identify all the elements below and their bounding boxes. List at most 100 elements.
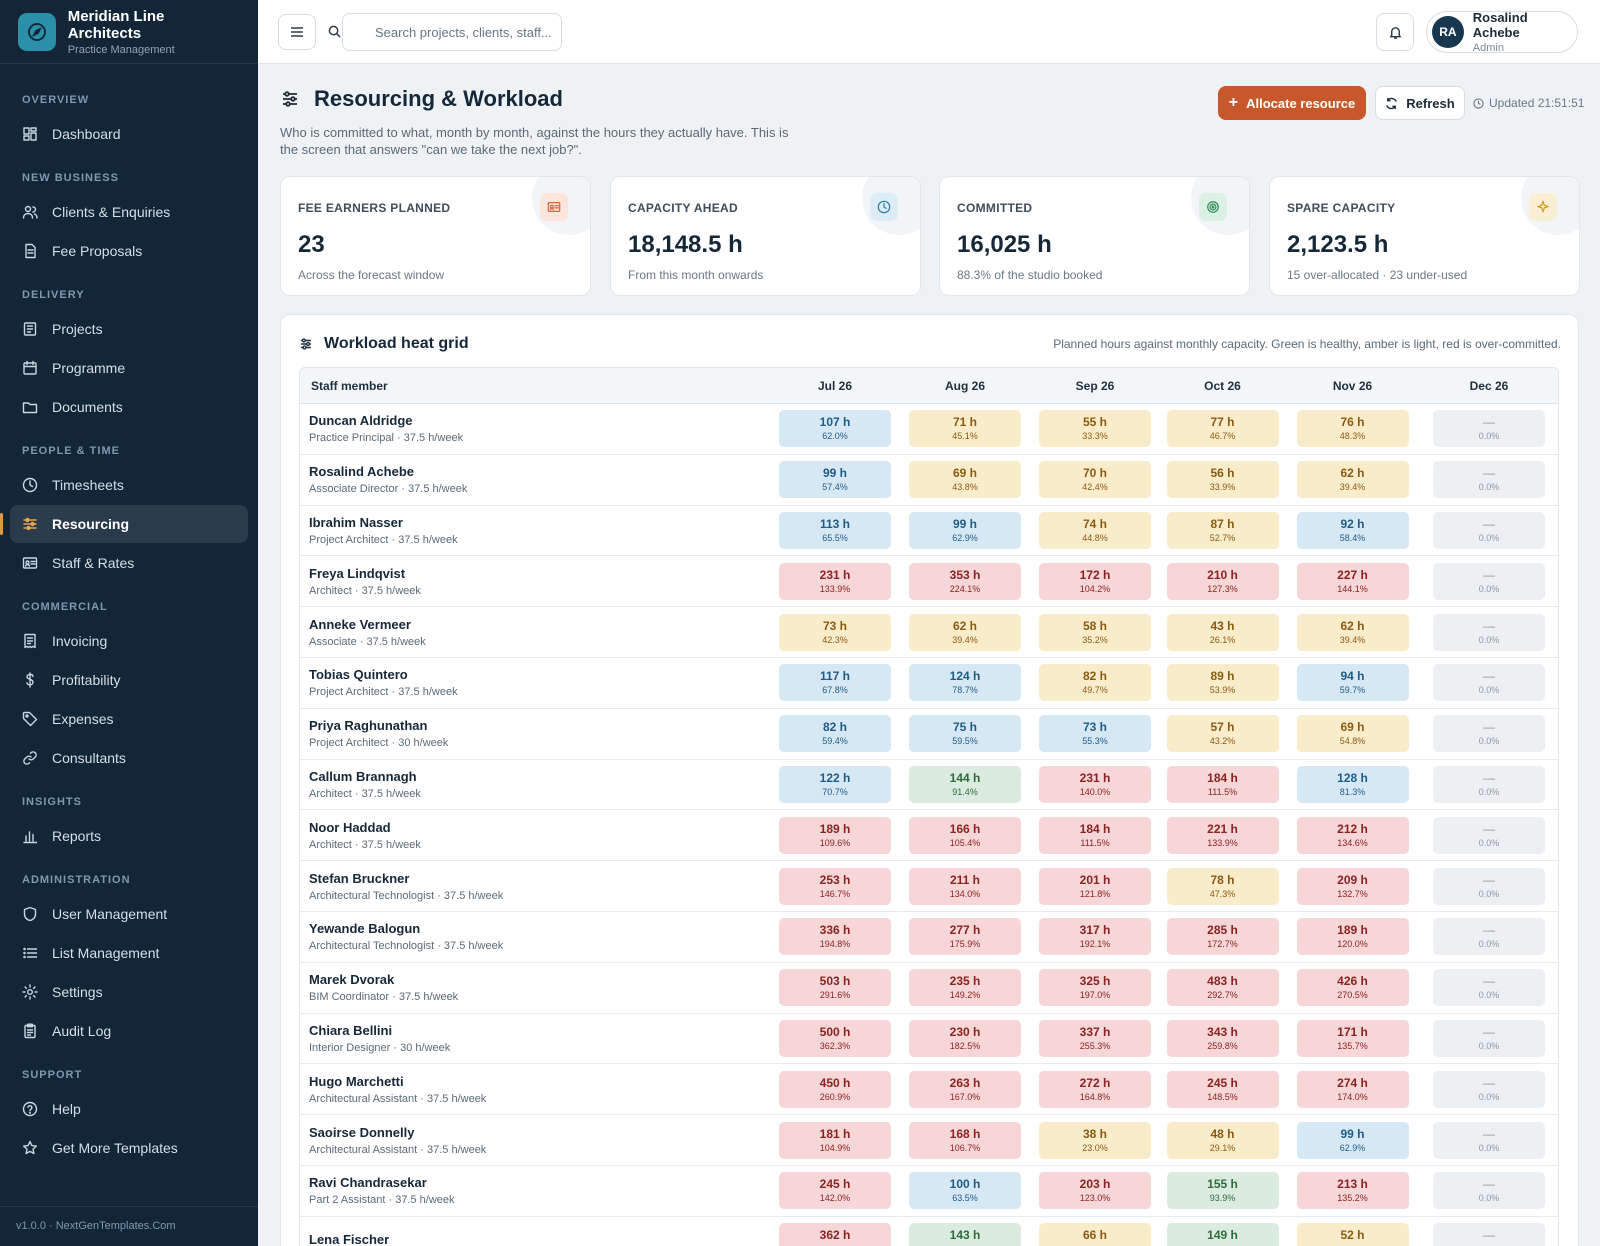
- workload-chip[interactable]: 317 h 192.1%: [1039, 918, 1151, 956]
- workload-chip[interactable]: —: [1433, 1223, 1545, 1246]
- workload-chip[interactable]: 70 h 42.4%: [1039, 461, 1151, 499]
- workload-chip[interactable]: —0.0%: [1433, 461, 1545, 499]
- workload-chip[interactable]: 181 h 104.9%: [779, 1121, 891, 1159]
- workload-chip[interactable]: 56 h 33.9%: [1166, 461, 1279, 499]
- workload-chip[interactable]: 69 h 54.8%: [1296, 715, 1409, 753]
- workload-chip[interactable]: 221 h 133.9%: [1166, 816, 1279, 854]
- table-row[interactable]: Ravi Chandrasekar Part 2 Assistant · 37.5…: [300, 1166, 1558, 1217]
- workload-chip[interactable]: 122 h 70.7%: [779, 765, 891, 803]
- workload-chip[interactable]: 253 h 146.7%: [779, 867, 891, 905]
- workload-chip[interactable]: 184 h 111.5%: [1166, 765, 1279, 803]
- workload-chip[interactable]: 78 h 47.3%: [1166, 867, 1279, 905]
- workload-chip[interactable]: 231 h 133.9%: [779, 562, 891, 600]
- workload-chip[interactable]: 203 h 123.0%: [1039, 1172, 1151, 1210]
- workload-chip[interactable]: 184 h 111.5%: [1039, 816, 1151, 854]
- workload-chip[interactable]: 107 h 62.0%: [779, 410, 891, 448]
- workload-chip[interactable]: 245 h 142.0%: [779, 1172, 891, 1210]
- workload-chip[interactable]: —0.0%: [1433, 816, 1545, 854]
- workload-chip[interactable]: 52 h: [1296, 1223, 1409, 1246]
- workload-chip[interactable]: 426 h 270.5%: [1296, 969, 1409, 1007]
- workload-chip[interactable]: 62 h 39.4%: [1296, 461, 1409, 499]
- sidebar-item-timesheets[interactable]: Timesheets: [10, 466, 248, 504]
- workload-chip[interactable]: 89 h 53.9%: [1166, 664, 1279, 702]
- table-row[interactable]: Lena Fischer 362 h 143 h 66 h 149 h 52 h —: [300, 1217, 1558, 1246]
- table-row[interactable]: Ibrahim Nasser Project Architect · 37.5 h…: [300, 506, 1558, 557]
- workload-chip[interactable]: —0.0%: [1433, 562, 1545, 600]
- workload-chip[interactable]: 211 h 134.0%: [909, 867, 1021, 905]
- sidebar-item-consultants[interactable]: Consultants: [10, 739, 248, 777]
- workload-chip[interactable]: —0.0%: [1433, 664, 1545, 702]
- workload-chip[interactable]: 113 h 65.5%: [779, 511, 891, 549]
- workload-chip[interactable]: 325 h 197.0%: [1039, 969, 1151, 1007]
- workload-chip[interactable]: 43 h 26.1%: [1166, 613, 1279, 651]
- sidebar-item-list-management[interactable]: List Management: [10, 934, 248, 972]
- workload-chip[interactable]: 143 h: [909, 1223, 1021, 1246]
- table-row[interactable]: Marek Dvorak BIM Coordinator · 37.5 h/wee…: [300, 963, 1558, 1014]
- sidebar-item-projects[interactable]: Projects: [10, 310, 248, 348]
- sidebar-item-help[interactable]: Help: [10, 1090, 248, 1128]
- workload-chip[interactable]: 99 h 62.9%: [909, 511, 1021, 549]
- workload-chip[interactable]: 94 h 59.7%: [1296, 664, 1409, 702]
- workload-chip[interactable]: 71 h 45.1%: [909, 410, 1021, 448]
- workload-chip[interactable]: 231 h 140.0%: [1039, 765, 1151, 803]
- workload-chip[interactable]: 277 h 175.9%: [909, 918, 1021, 956]
- workload-chip[interactable]: 75 h 59.5%: [909, 715, 1021, 753]
- workload-chip[interactable]: 171 h 135.7%: [1296, 1019, 1409, 1057]
- workload-chip[interactable]: 149 h: [1166, 1223, 1279, 1246]
- workload-chip[interactable]: —0.0%: [1433, 511, 1545, 549]
- sidebar-item-clients-enquiries[interactable]: Clients & Enquiries: [10, 193, 248, 231]
- workload-chip[interactable]: 55 h 33.3%: [1039, 410, 1151, 448]
- allocate-resource-button[interactable]: + Allocate resource: [1218, 86, 1366, 120]
- workload-chip[interactable]: 235 h 149.2%: [909, 969, 1021, 1007]
- workload-chip[interactable]: 124 h 78.7%: [909, 664, 1021, 702]
- workload-chip[interactable]: 155 h 93.9%: [1166, 1172, 1279, 1210]
- workload-chip[interactable]: 144 h 91.4%: [909, 765, 1021, 803]
- workload-chip[interactable]: 92 h 58.4%: [1296, 511, 1409, 549]
- workload-chip[interactable]: 274 h 174.0%: [1296, 1070, 1409, 1108]
- workload-chip[interactable]: 74 h 44.8%: [1039, 511, 1151, 549]
- table-row[interactable]: Freya Lindqvist Architect · 37.5 h/week 23…: [300, 556, 1558, 608]
- workload-chip[interactable]: —0.0%: [1433, 1121, 1545, 1159]
- sidebar-item-profitability[interactable]: Profitability: [10, 661, 248, 699]
- menu-toggle-button[interactable]: [278, 14, 316, 50]
- table-row[interactable]: Hugo Marchetti Architectural Assistant · …: [300, 1064, 1558, 1116]
- workload-chip[interactable]: 166 h 105.4%: [909, 816, 1021, 854]
- workload-chip[interactable]: 168 h 106.7%: [909, 1121, 1021, 1159]
- workload-chip[interactable]: 62 h 39.4%: [1296, 613, 1409, 651]
- sidebar-item-resourcing[interactable]: Resourcing: [0, 505, 248, 543]
- workload-chip[interactable]: —0.0%: [1433, 1172, 1545, 1210]
- workload-chip[interactable]: 48 h 29.1%: [1166, 1121, 1279, 1159]
- table-row[interactable]: Duncan Aldridge Practice Principal · 37.5…: [300, 404, 1558, 455]
- workload-chip[interactable]: 189 h 109.6%: [779, 816, 891, 854]
- workload-chip[interactable]: —0.0%: [1433, 765, 1545, 803]
- sidebar-item-settings[interactable]: Settings: [10, 973, 248, 1011]
- workload-chip[interactable]: 62 h 39.4%: [909, 613, 1021, 651]
- workload-chip[interactable]: 76 h 48.3%: [1296, 410, 1409, 448]
- table-row[interactable]: Priya Raghunathan Project Architect · 30 …: [300, 709, 1558, 760]
- workload-chip[interactable]: 117 h 67.8%: [779, 664, 891, 702]
- workload-chip[interactable]: 82 h 49.7%: [1039, 664, 1151, 702]
- workload-chip[interactable]: 362 h: [779, 1223, 891, 1246]
- refresh-button[interactable]: Refresh: [1375, 86, 1465, 120]
- sidebar-item-documents[interactable]: Documents: [10, 388, 248, 426]
- table-row[interactable]: Stefan Bruckner Architectural Technologis…: [300, 861, 1558, 912]
- workload-chip[interactable]: 69 h 43.8%: [909, 461, 1021, 499]
- workload-chip[interactable]: —0.0%: [1433, 969, 1545, 1007]
- workload-chip[interactable]: 285 h 172.7%: [1166, 918, 1279, 956]
- search-input[interactable]: [342, 13, 562, 51]
- table-row[interactable]: Tobias Quintero Project Architect · 37.5 …: [300, 658, 1558, 709]
- sidebar-item-expenses[interactable]: Expenses: [10, 700, 248, 738]
- workload-chip[interactable]: 343 h 259.8%: [1166, 1019, 1279, 1057]
- workload-chip[interactable]: 503 h 291.6%: [779, 969, 891, 1007]
- brand[interactable]: Meridian Line Architects Practice Manage…: [0, 0, 258, 64]
- workload-chip[interactable]: 87 h 52.7%: [1166, 511, 1279, 549]
- sidebar-item-user-management[interactable]: User Management: [10, 895, 248, 933]
- workload-chip[interactable]: 57 h 43.2%: [1166, 715, 1279, 753]
- workload-chip[interactable]: 99 h 62.9%: [1296, 1121, 1409, 1159]
- sidebar-item-get-more-templates[interactable]: Get More Templates: [10, 1129, 248, 1167]
- workload-chip[interactable]: —0.0%: [1433, 918, 1545, 956]
- sidebar-item-fee-proposals[interactable]: Fee Proposals: [10, 232, 248, 270]
- workload-chip[interactable]: 38 h 23.0%: [1039, 1121, 1151, 1159]
- workload-chip[interactable]: 73 h 55.3%: [1039, 715, 1151, 753]
